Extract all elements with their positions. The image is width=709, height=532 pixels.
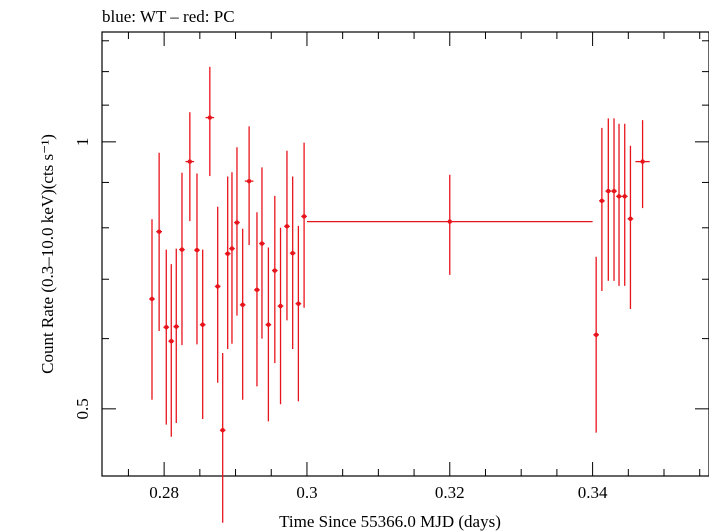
data-point <box>271 195 278 364</box>
data-point <box>179 172 185 346</box>
data-point <box>295 225 302 402</box>
point-marker <box>169 338 174 344</box>
point-marker <box>622 194 627 199</box>
point-marker <box>254 287 260 293</box>
point-marker <box>640 159 645 164</box>
data-point <box>168 264 175 437</box>
point-marker <box>207 115 213 120</box>
point-marker <box>225 251 230 256</box>
data-point <box>234 147 240 316</box>
point-marker <box>149 296 155 302</box>
data-point <box>254 212 260 387</box>
data-point <box>605 118 612 281</box>
data-point <box>244 126 254 246</box>
y-axis-label: Count Rate (0.3–10.0 keV)(cts s⁻¹) <box>38 134 57 374</box>
data-point <box>229 172 235 344</box>
point-marker <box>187 159 193 164</box>
data-point <box>627 145 634 309</box>
data-point <box>611 118 617 281</box>
x-tick-label: 0.34 <box>578 483 608 502</box>
point-marker <box>215 284 220 289</box>
x-tick-label: 0.3 <box>296 483 317 502</box>
point-marker <box>290 250 295 256</box>
x-tick-label: 0.28 <box>149 483 179 502</box>
point-marker <box>200 322 205 327</box>
data-point <box>593 256 600 433</box>
data-point <box>621 123 628 286</box>
y-tick-label: 0.5 <box>73 398 92 419</box>
data-point <box>616 123 622 286</box>
data-point <box>635 120 650 209</box>
data-point <box>214 206 221 383</box>
point-marker <box>266 322 271 327</box>
point-marker <box>229 246 235 251</box>
chart-title: blue: WT – red: PC <box>102 7 235 26</box>
data-point <box>199 249 206 419</box>
point-marker <box>259 241 265 246</box>
data-point <box>277 227 284 405</box>
data-point <box>301 142 307 308</box>
data-point <box>289 176 296 350</box>
point-marker <box>272 268 278 273</box>
point-marker <box>179 247 185 252</box>
point-marker <box>246 178 252 184</box>
data-point <box>265 247 272 422</box>
data-point <box>259 167 265 339</box>
point-marker <box>616 194 622 199</box>
point-marker <box>164 325 169 330</box>
axis-tick-labels: 0.28 0.3 0.32 0.34 0.5 1 <box>73 138 608 502</box>
point-marker <box>156 229 162 234</box>
point-marker <box>447 219 452 224</box>
data-point <box>599 127 605 291</box>
point-marker <box>278 303 283 309</box>
point-marker <box>606 188 611 194</box>
data-point <box>239 228 246 400</box>
point-marker <box>220 428 225 433</box>
point-marker <box>599 198 605 204</box>
point-marker <box>301 214 307 219</box>
data-point <box>185 112 195 222</box>
data-point <box>156 152 162 331</box>
point-marker <box>194 247 200 253</box>
x-axis-label: Time Since 55366.0 MJD (days) <box>279 512 501 531</box>
point-marker <box>593 332 599 337</box>
point-marker <box>611 188 617 194</box>
x-tick-label: 0.32 <box>435 483 465 502</box>
data-point <box>163 249 170 425</box>
data-point <box>149 219 155 400</box>
point-marker <box>174 324 179 329</box>
data-points <box>149 66 650 523</box>
plot-frame <box>101 31 709 477</box>
data-point <box>219 353 226 523</box>
point-marker <box>284 224 290 229</box>
point-marker <box>628 216 633 221</box>
axis-ticks <box>102 32 709 476</box>
data-point <box>205 66 215 177</box>
data-point <box>284 150 290 321</box>
point-marker <box>234 220 240 225</box>
y-tick-label: 1 <box>73 138 92 147</box>
data-point <box>173 248 180 423</box>
data-point <box>224 176 231 350</box>
data-point <box>194 173 200 345</box>
point-marker <box>240 302 245 308</box>
point-marker <box>296 301 301 306</box>
data-point <box>306 174 593 275</box>
